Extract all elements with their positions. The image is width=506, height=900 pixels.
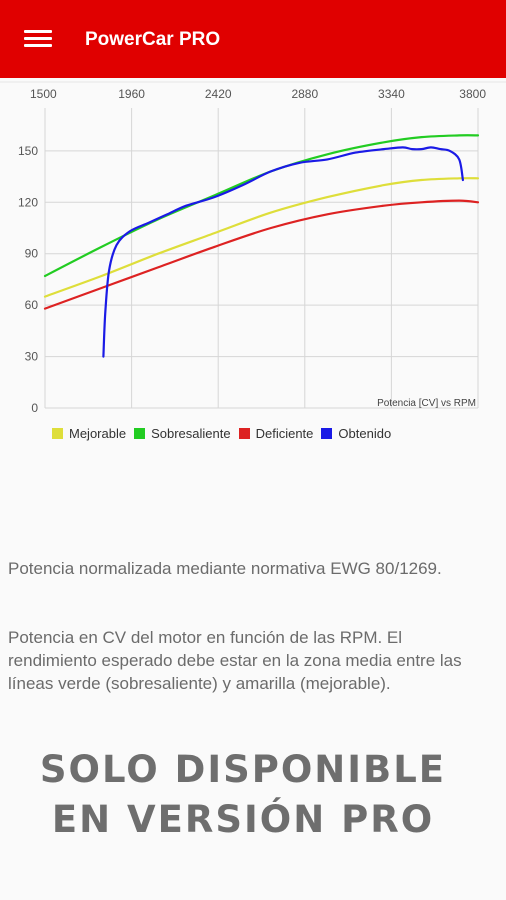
series-line-sobresaliente <box>43 134 480 278</box>
power-chart-svg: 1500 1960 2420 2880 3340 3800 0 30 60 90 120 150 Po… <box>0 81 506 415</box>
legend-swatch <box>238 427 250 439</box>
legend-label: Obtenido <box>338 425 392 441</box>
series-line-obtenido <box>102 146 464 358</box>
y-tick-label: 120 <box>18 195 38 209</box>
y-tick-label: 90 <box>25 247 39 261</box>
legend-label: Mejorable <box>69 425 127 441</box>
pro-banner-line-2: EN VERSIÓN PRO <box>51 798 435 841</box>
y-tick-label: 0 <box>31 401 38 415</box>
legend-swatch <box>321 427 333 439</box>
legend-swatch <box>52 427 63 439</box>
x-tick-label: 1500 <box>30 87 57 101</box>
chart-legend: Mejorable Sobresaliente Deficiente Obtenido <box>52 424 399 442</box>
series-line-mejorable <box>43 177 480 298</box>
series-line-deficiente <box>43 199 480 310</box>
legend-item-obtenido: Obtenido <box>321 426 391 441</box>
app-title: PowerCar PRO <box>85 29 221 50</box>
x-tick-label: 3340 <box>378 87 405 101</box>
pro-only-banner: SOLO DISPONIBLE EN VERSIÓN PRO <box>0 745 486 845</box>
x-tick-label: 1960 <box>118 87 145 101</box>
legend-item-sobresaliente: Sobresaliente <box>134 426 231 441</box>
description-paragraph-1: Potencia normalizada mediante normativa … <box>8 559 442 578</box>
x-tick-label: 2880 <box>291 87 318 101</box>
hamburger-menu-icon[interactable] <box>24 27 52 49</box>
power-chart: 1500 1960 2420 2880 3340 3800 0 30 60 90 120 150 Po… <box>0 78 506 450</box>
legend-label: Deficiente <box>255 425 314 441</box>
y-tick-label: 150 <box>18 144 38 158</box>
pro-banner-line-1: SOLO DISPONIBLE <box>39 748 447 791</box>
chart-watermark: Potencia [CV] vs RPM <box>377 398 476 409</box>
y-tick-label: 30 <box>25 350 39 364</box>
legend-item-mejorable: Mejorable <box>52 426 126 441</box>
x-tick-label: 2420 <box>205 87 232 101</box>
legend-label: Sobresaliente <box>151 425 231 441</box>
description-paragraph-2: Potencia en CV del motor en función de l… <box>8 628 462 693</box>
legend-swatch <box>134 427 146 439</box>
app-bar: PowerCar PRO <box>0 0 506 78</box>
x-tick-label: 3800 <box>459 87 486 101</box>
y-tick-label: 60 <box>25 298 39 312</box>
legend-item-deficiente: Deficiente <box>238 425 314 441</box>
